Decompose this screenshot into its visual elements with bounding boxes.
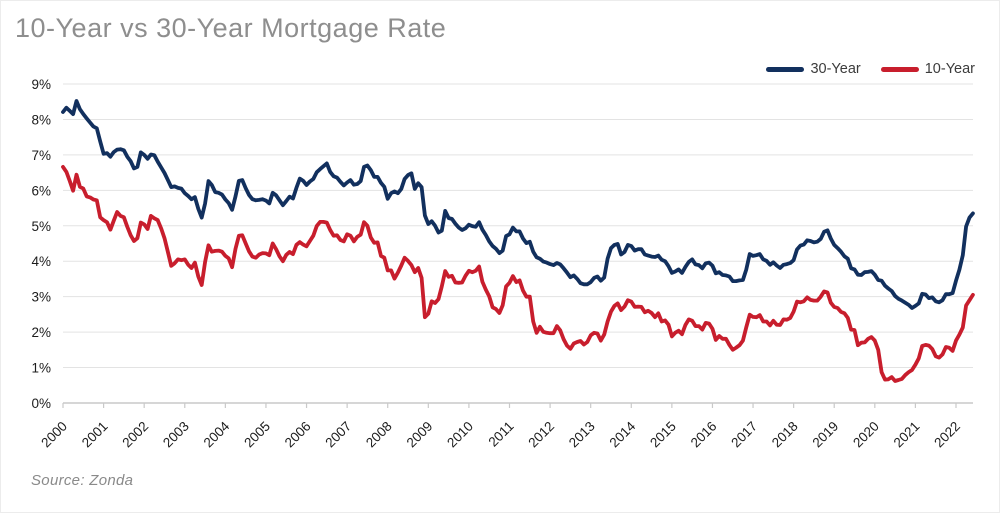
x-axis-label-2003: 2003: [160, 419, 192, 451]
series-line-30-year: [61, 99, 975, 310]
x-axis-label-2006: 2006: [282, 419, 314, 451]
line-swatch-10-year: [880, 66, 919, 72]
x-axis-label-2019: 2019: [809, 419, 841, 451]
x-axis-label-2000: 2000: [38, 419, 70, 451]
source-note: Source: Zonda: [31, 472, 134, 489]
x-axis-label-2002: 2002: [119, 419, 151, 451]
x-axis-label-2013: 2013: [566, 419, 598, 451]
x-axis-label-2009: 2009: [404, 419, 436, 451]
y-axis-label-0: 0%: [31, 396, 51, 411]
x-axis-label-2017: 2017: [728, 419, 760, 451]
y-axis-label-6: 6%: [31, 183, 51, 198]
x-axis-label-2004: 2004: [201, 418, 233, 450]
x-axis-label-2016: 2016: [688, 419, 720, 451]
x-axis-label-2007: 2007: [322, 419, 354, 451]
legend-label-30-year: 30-Year: [810, 61, 861, 77]
x-axis-label-2001: 2001: [79, 419, 111, 451]
x-axis-label-2012: 2012: [525, 419, 557, 451]
x-axis-label-2008: 2008: [363, 419, 395, 451]
legend-item-10-year: 10-Year: [880, 61, 975, 77]
y-axis-label-4: 4%: [31, 254, 51, 269]
y-axis-label-3: 3%: [31, 290, 51, 305]
y-axis-label-7: 7%: [31, 148, 51, 163]
x-axis-label-2015: 2015: [647, 419, 679, 451]
line-swatch-30-year: [766, 66, 805, 72]
y-axis-label-1: 1%: [31, 361, 51, 376]
x-axis-label-2005: 2005: [241, 419, 273, 451]
series-line-10-year: [61, 165, 975, 383]
x-axis-label-2010: 2010: [444, 419, 476, 451]
y-axis-label-8: 8%: [31, 112, 51, 127]
y-axis-label-2: 2%: [31, 325, 51, 340]
x-axis-label-2018: 2018: [769, 419, 801, 451]
x-axis-label-2014: 2014: [607, 418, 639, 450]
y-axis-label-5: 5%: [31, 219, 51, 234]
x-axis-label-2011: 2011: [485, 419, 516, 450]
legend: 30-Year 10-Year: [766, 61, 975, 77]
legend-label-10-year: 10-Year: [924, 61, 975, 77]
x-axis-label-2022: 2022: [931, 419, 963, 451]
legend-item-30-year: 30-Year: [766, 61, 861, 77]
y-axis-label-9: 9%: [31, 77, 51, 92]
x-axis-label-2021: 2021: [891, 419, 923, 451]
x-axis-label-2020: 2020: [850, 419, 882, 451]
chart-title: 10-Year vs 30-Year Mortgage Rate: [15, 13, 447, 43]
